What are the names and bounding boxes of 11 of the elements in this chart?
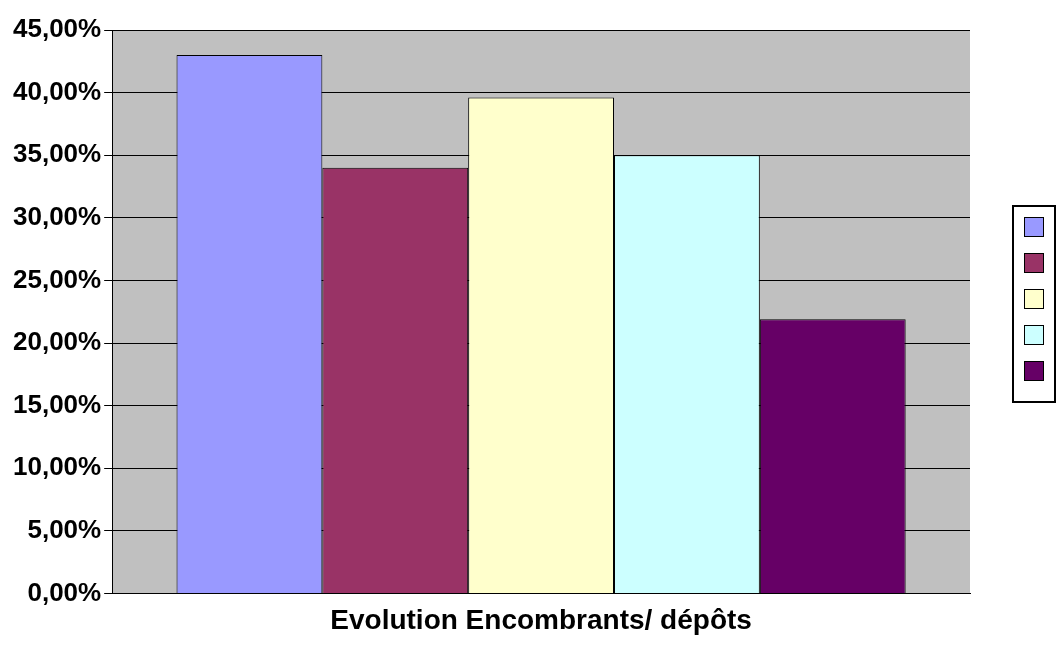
y-tick-label: 15,00% xyxy=(12,388,102,419)
y-tick-label: 0,00% xyxy=(27,576,102,607)
x-tick-label: Evolution Encombrants/ dépôts xyxy=(330,603,752,635)
y-tick-label: 25,00% xyxy=(12,263,102,294)
y-tick-label: 45,00% xyxy=(12,13,102,44)
y-tick-label: 5,00% xyxy=(27,513,102,544)
y-tick-label: 40,00% xyxy=(12,75,102,106)
y-tick-label: 30,00% xyxy=(12,200,102,231)
y-tick-label: 10,00% xyxy=(12,451,102,482)
y-tick-label: 35,00% xyxy=(12,138,102,169)
y-tick-label: 20,00% xyxy=(12,326,102,357)
